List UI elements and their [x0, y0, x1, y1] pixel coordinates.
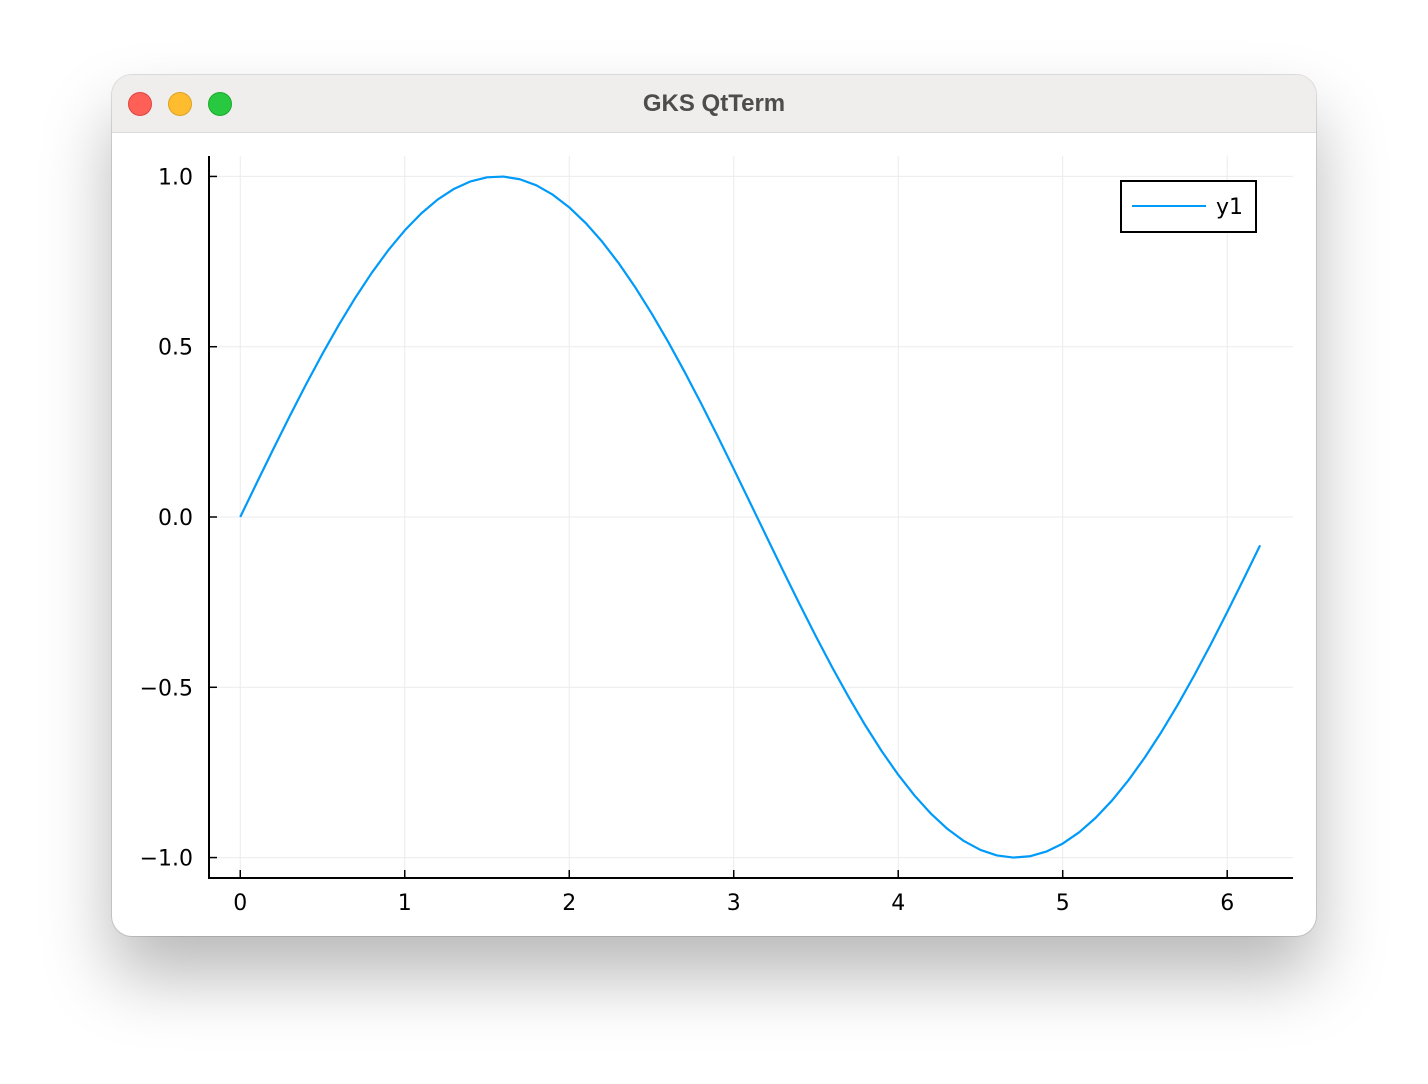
legend: y1 [1120, 180, 1257, 233]
title-bar[interactable]: GKS QtTerm [112, 75, 1316, 133]
series-line-y1 [239, 175, 1262, 859]
x-tick-label: 3 [727, 891, 741, 916]
x-tick-label: 4 [891, 891, 905, 916]
zoom-button[interactable] [208, 92, 232, 116]
line-chart: 0 1 2 3 4 5 6 1.0 0.5 0.0 −0.5 −1.0 y1 [140, 156, 1293, 916]
series [239, 175, 1262, 859]
x-tick-label: 5 [1056, 891, 1070, 916]
y-tick-label: −0.5 [140, 676, 193, 701]
close-button[interactable] [128, 92, 152, 116]
window-title: GKS QtTerm [642, 90, 786, 117]
y-tick-label: 0.5 [158, 336, 193, 361]
app-window: GKS QtTerm 0 1 2 3 4 5 6 1.0 0.5 0.0 −0.5 −1.0 y1 [112, 75, 1316, 936]
y-tick-label: 0.0 [158, 506, 193, 531]
minimize-button[interactable] [168, 92, 192, 116]
ticks: 0 1 2 3 4 5 6 1.0 0.5 0.0 −0.5 −1.0 [140, 165, 1235, 916]
y-tick-label: −1.0 [140, 847, 193, 872]
plot-area: 0 1 2 3 4 5 6 1.0 0.5 0.0 −0.5 −1.0 y1 [112, 133, 1316, 936]
grid [209, 156, 1293, 878]
x-tick-label: 6 [1220, 891, 1234, 916]
x-tick-label: 1 [398, 891, 412, 916]
x-tick-label: 2 [562, 891, 576, 916]
y-tick-label: 1.0 [158, 165, 193, 190]
legend-label-y1: y1 [1216, 195, 1243, 220]
x-tick-label: 0 [233, 891, 247, 916]
